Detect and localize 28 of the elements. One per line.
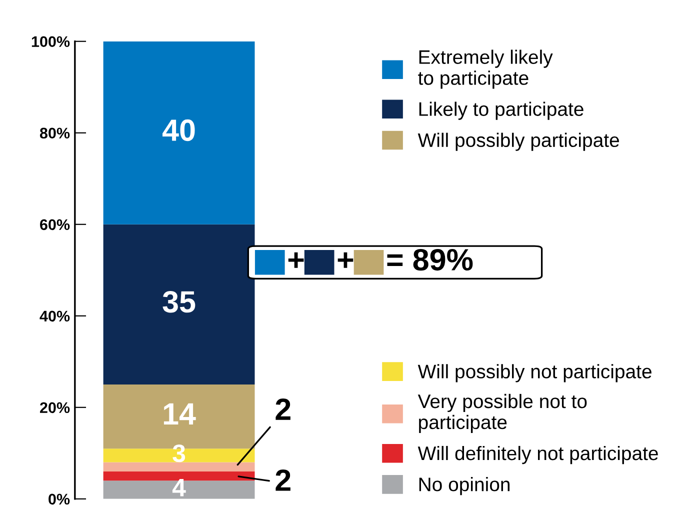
legend-label: Extremely likely to participate [418, 50, 553, 89]
bar [103, 41, 255, 224]
y-tick-label: 80% [40, 128, 70, 139]
legend-label: Likely to participate [419, 102, 584, 120]
bar [103, 462, 255, 472]
text: = 89% [387, 248, 473, 271]
text: + [288, 252, 304, 268]
y-tick-label: 0% [48, 494, 70, 505]
bar [103, 224, 255, 385]
data-label: 14 [164, 403, 196, 424]
bar [103, 471, 255, 481]
data-label: 35 [162, 291, 196, 313]
legend-label: Will definitely not participate [418, 446, 658, 464]
data-label: 2 [276, 398, 290, 420]
legend-label: No opinion [419, 477, 510, 496]
y-tick-label: 20% [40, 402, 70, 414]
bar [103, 480, 255, 499]
legend-label: Will possibly participate [418, 132, 619, 151]
legend-label: Very possible not to participate [418, 394, 587, 434]
y-tick-label: 60% [40, 219, 70, 230]
y-tick-label: 100% [32, 36, 70, 48]
data-label: 40 [162, 119, 195, 142]
data-label: 4 [172, 479, 186, 496]
y-tick-label: 40% [40, 310, 70, 322]
text: + [338, 252, 354, 268]
legend-label: Will possibly not participate [418, 364, 652, 382]
data-label: 3 [172, 444, 186, 462]
data-label: 2 [276, 469, 290, 491]
